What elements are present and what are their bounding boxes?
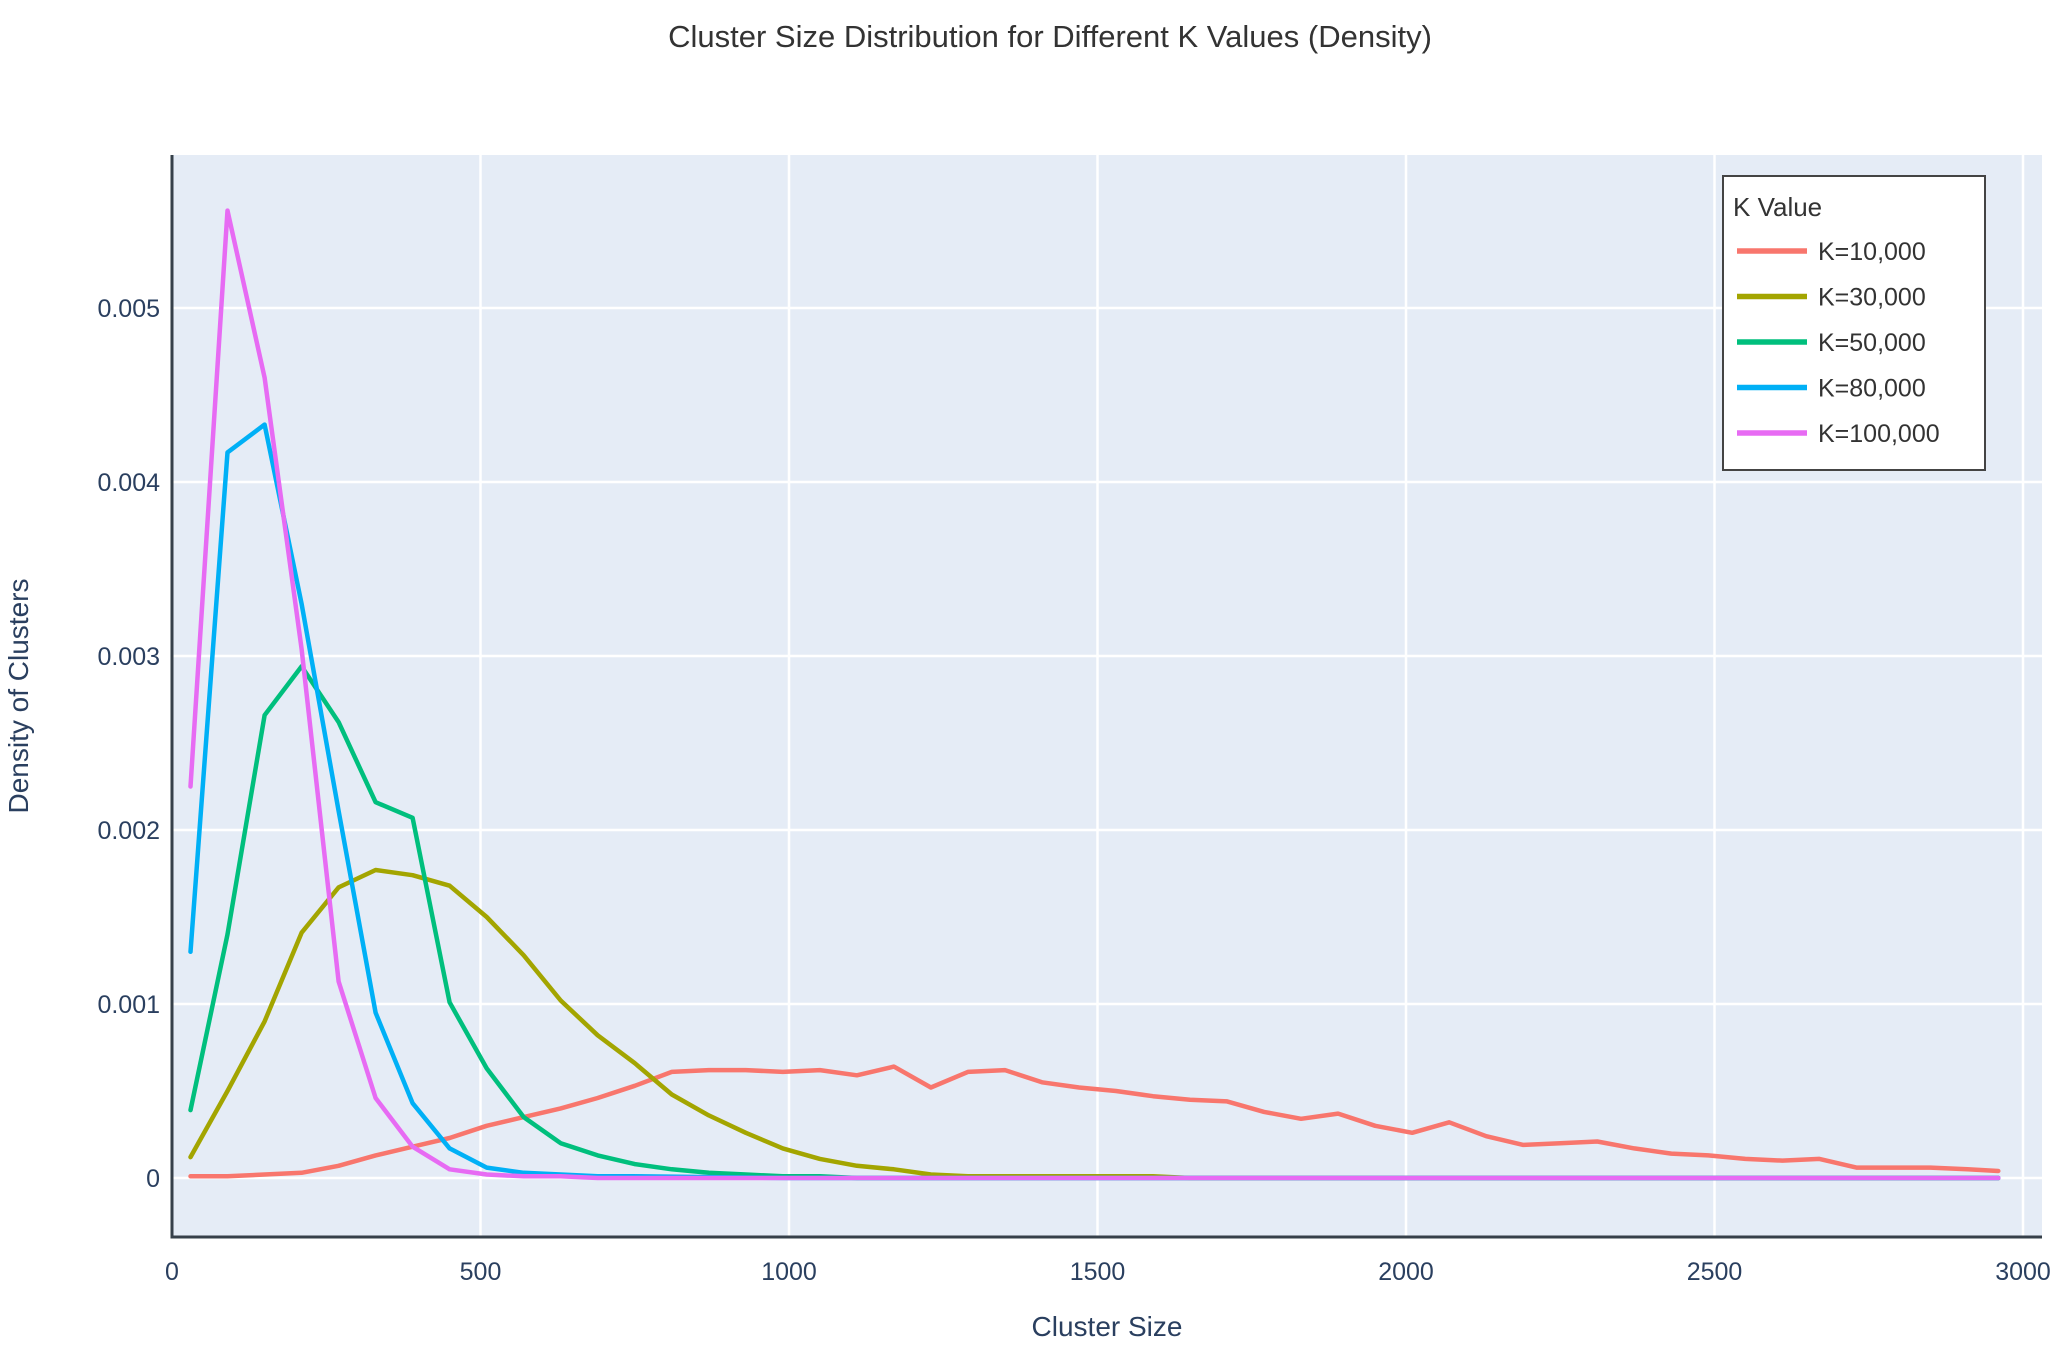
legend-item-k-50-000[interactable]: K=50,000 — [1737, 329, 1926, 357]
chart-title: Cluster Size Distribution for Different … — [668, 19, 1432, 54]
x-tick-labels: 0 500 1000 1500 2000 2500 3000 — [165, 1258, 2051, 1286]
x-tick-label: 2500 — [1687, 1258, 1743, 1286]
x-tick-label: 3000 — [1995, 1258, 2051, 1286]
legend-item-label: K=10,000 — [1818, 238, 1926, 266]
x-axis-title: Cluster Size — [1032, 1311, 1183, 1342]
legend-item-label: K=50,000 — [1818, 329, 1926, 357]
legend-item-k-30-000[interactable]: K=30,000 — [1737, 284, 1926, 312]
y-tick-label: 0.004 — [97, 469, 160, 497]
y-tick-label: 0.005 — [97, 295, 160, 323]
legend-box — [1722, 175, 1986, 471]
legend-item-k-100-000[interactable]: K=100,000 — [1737, 420, 1940, 448]
series-line-k-100-000 — [188, 208, 2001, 1181]
y-tick-label: 0.003 — [97, 643, 160, 671]
data-series — [188, 208, 2001, 1181]
legend-item-label: K=100,000 — [1818, 420, 1940, 448]
legend-item-k-10-000[interactable]: K=10,000 — [1737, 238, 1926, 266]
legend: K Value K=10,000 K=30,000 K=50,000 K=80,000… — [1722, 175, 1986, 471]
y-tick-label: 0.002 — [97, 817, 160, 845]
series-line-k-10-000 — [188, 1064, 2001, 1179]
x-tick-label: 2000 — [1378, 1258, 1434, 1286]
axes — [170, 155, 2042, 1239]
legend-items: K=10,000 K=30,000 K=50,000 K=80,000 K=100,00… — [1737, 238, 1940, 448]
legend-item-label: K=80,000 — [1818, 375, 1926, 403]
legend-title: K Value — [1733, 192, 1822, 222]
legend-item-k-80-000[interactable]: K=80,000 — [1737, 375, 1926, 403]
x-tick-label: 0 — [165, 1258, 179, 1286]
x-tick-label: 1500 — [1070, 1258, 1126, 1286]
y-tick-label: 0.001 — [97, 991, 160, 1019]
y-tick-labels: 0 0.001 0.002 0.003 0.004 0.005 — [97, 295, 160, 1193]
y-tick-label: 0 — [146, 1165, 160, 1193]
x-tick-label: 1000 — [761, 1258, 817, 1286]
legend-item-label: K=30,000 — [1818, 284, 1926, 312]
x-tick-label: 500 — [460, 1258, 502, 1286]
y-axis-title: Density of Clusters — [3, 579, 34, 814]
